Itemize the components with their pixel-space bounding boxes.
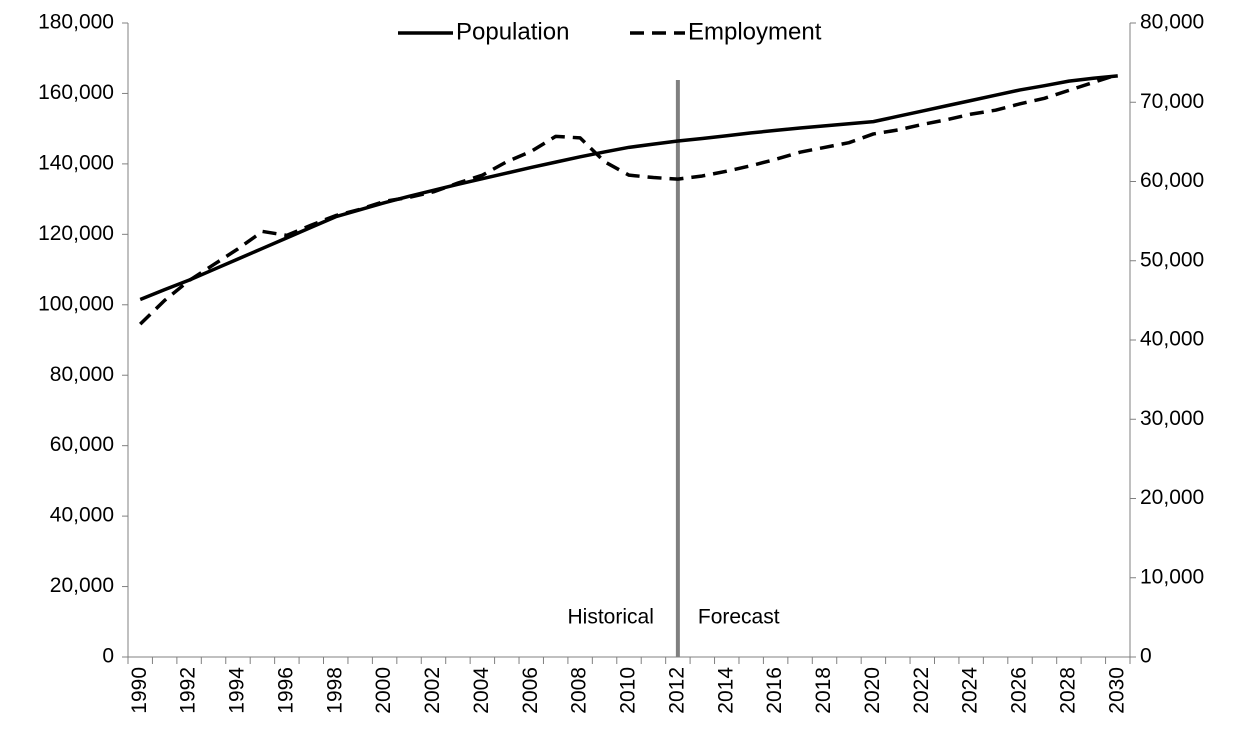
x-tick-label: 1990	[128, 667, 151, 714]
x-tick-label: 2004	[470, 667, 493, 714]
legend-label: Employment	[688, 18, 822, 45]
x-tick-label: 2014	[714, 667, 737, 714]
y-tick-label: 80,000	[50, 363, 114, 386]
y2-tick-label: 70,000	[1140, 90, 1204, 113]
annotation: Historical	[568, 606, 654, 629]
y-tick-label: 180,000	[38, 11, 114, 34]
x-tick-label: 2024	[959, 667, 982, 714]
series-line	[139, 74, 1118, 302]
x-tick-label: 1992	[177, 667, 200, 714]
x-tick-label: 2008	[568, 667, 591, 714]
x-tick-label: 2030	[1105, 667, 1128, 714]
series-line	[138, 72, 1119, 326]
x-tick-label: 2026	[1008, 667, 1031, 714]
y-tick-label: 140,000	[38, 151, 114, 174]
y2-tick-label: 0	[1140, 645, 1152, 668]
x-tick-label: 2028	[1056, 667, 1079, 714]
x-tick-label: 1998	[323, 667, 346, 714]
x-tick-label: 2002	[421, 667, 444, 714]
y2-tick-label: 40,000	[1140, 328, 1204, 351]
x-tick-label: 2022	[910, 667, 933, 714]
x-tick-label: 2012	[665, 667, 688, 714]
y-tick-label: 0	[102, 645, 114, 668]
x-tick-label: 1994	[226, 667, 249, 714]
y2-tick-label: 50,000	[1140, 248, 1204, 271]
x-tick-label: 1996	[274, 667, 297, 714]
x-tick-label: 2020	[861, 667, 884, 714]
legend-label: Population	[456, 18, 569, 45]
y-tick-label: 60,000	[50, 433, 114, 456]
x-tick-label: 2000	[372, 667, 395, 714]
x-tick-label: 2018	[812, 667, 835, 714]
y2-tick-label: 10,000	[1140, 565, 1204, 588]
y2-tick-label: 30,000	[1140, 407, 1204, 430]
y2-tick-label: 80,000	[1140, 11, 1204, 34]
x-tick-label: 2006	[519, 667, 542, 714]
x-tick-label: 2016	[763, 667, 786, 714]
y-tick-label: 20,000	[50, 574, 114, 597]
y-tick-label: 40,000	[50, 504, 114, 527]
y2-tick-label: 20,000	[1140, 486, 1204, 509]
y-tick-label: 120,000	[38, 222, 114, 245]
y2-tick-label: 60,000	[1140, 169, 1204, 192]
x-tick-label: 2010	[617, 667, 640, 714]
annotation: Forecast	[698, 606, 780, 629]
y-tick-label: 100,000	[38, 292, 114, 315]
y-tick-label: 160,000	[38, 81, 114, 104]
